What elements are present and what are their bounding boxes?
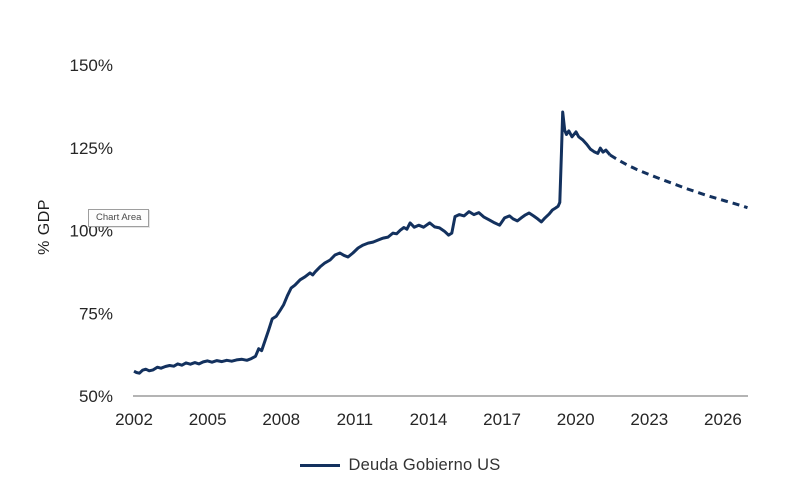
series-line-dashed bbox=[609, 153, 748, 210]
y-tick-label: 125% bbox=[70, 139, 113, 158]
x-tick-label: 2005 bbox=[189, 410, 227, 429]
x-tick-label: 2008 bbox=[262, 410, 300, 429]
series-line-solid bbox=[133, 110, 612, 375]
x-tick-label: 2011 bbox=[337, 410, 374, 429]
x-tick-label: 2020 bbox=[557, 410, 595, 429]
y-axis-title: % GDP bbox=[36, 199, 53, 255]
x-tick-label: 2026 bbox=[704, 410, 742, 429]
legend-line-swatch bbox=[299, 464, 340, 467]
x-tick-label: 2017 bbox=[483, 410, 521, 429]
chart-area-tooltip: Chart Area bbox=[88, 209, 150, 227]
legend-label: Deuda Gobierno US bbox=[348, 456, 501, 474]
y-tick-label: 50% bbox=[79, 387, 113, 406]
y-tick-label: 75% bbox=[79, 304, 113, 323]
x-tick-label: 2002 bbox=[115, 410, 153, 429]
legend[interactable]: Deuda Gobierno US bbox=[0, 456, 800, 475]
y-tick-label: 150% bbox=[70, 56, 113, 75]
x-tick-label: 2014 bbox=[410, 410, 448, 429]
x-tick-label: 2023 bbox=[630, 410, 668, 429]
